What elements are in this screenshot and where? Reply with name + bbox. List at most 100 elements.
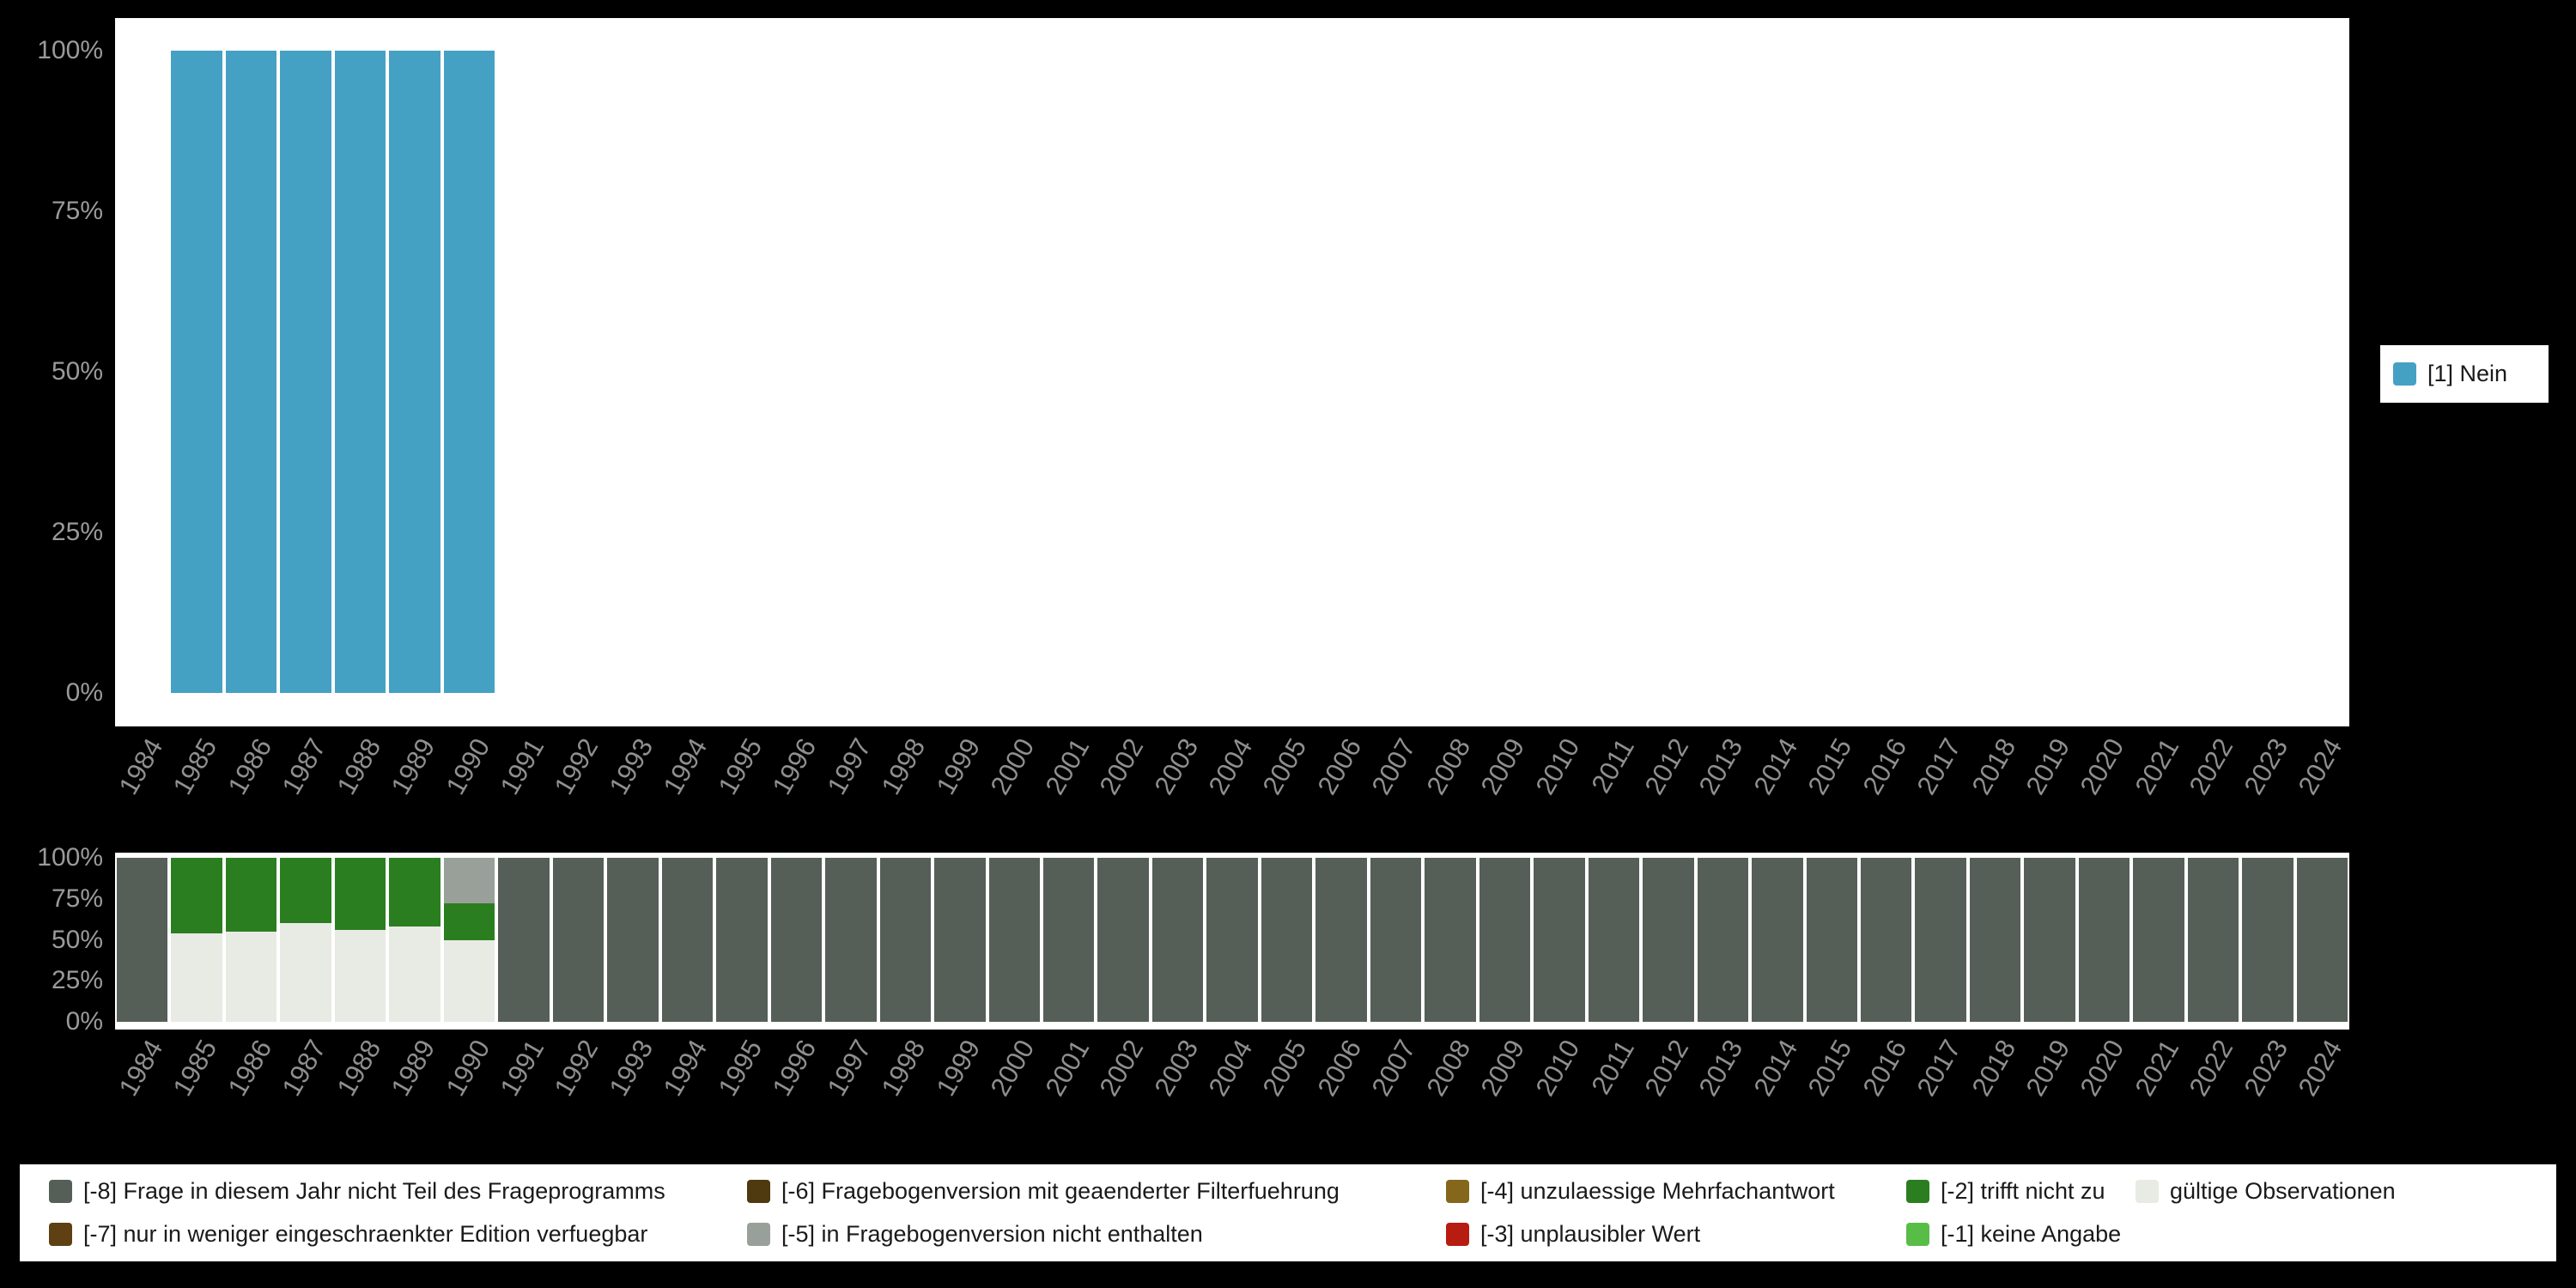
bar-segment (171, 933, 222, 1022)
bar-segment (716, 858, 768, 1022)
bar-segment (1969, 858, 2021, 1022)
y-axis-tick-label: 25% (51, 966, 103, 995)
bar-segment (225, 51, 277, 693)
bar-1998 (879, 858, 932, 1022)
swatch-minus4-icon (1446, 1179, 1469, 1203)
legend-item-minus7: [-7] nur in weniger eingeschraenkter Edi… (49, 1221, 747, 1248)
x-axis-label: 2011 (1584, 1035, 1640, 1100)
bar-segment (334, 858, 386, 931)
x-axis-label: 1993 (603, 1035, 659, 1102)
x-axis-label: 2023 (2238, 1035, 2294, 1102)
x-axis-label: 1994 (657, 1035, 714, 1102)
bar-segment (389, 858, 440, 927)
bar-segment (1042, 858, 1095, 1022)
bar-segment (1861, 858, 1912, 1022)
swatch-valid-icon (2136, 1179, 2159, 1203)
bar-segment (607, 858, 659, 1022)
bar-2015 (1806, 858, 1857, 1022)
x-axis-label: 2022 (2183, 1035, 2239, 1102)
bar-2012 (1643, 858, 1694, 1022)
swatch-minus5-icon (747, 1223, 770, 1247)
bar-segment (552, 858, 605, 1022)
bar-segment (389, 51, 440, 693)
legend-item-minus3: [-3] unplausibler Wert (1446, 1221, 1906, 1248)
bar-segment (280, 858, 331, 924)
x-axis-label: 1988 (331, 1035, 386, 1102)
legend-label: [-8] Frage in diesem Jahr nicht Teil des… (83, 1177, 665, 1204)
bar-segment (443, 903, 495, 940)
legend-label: [-1] keine Angabe (1941, 1221, 2122, 1248)
bar-2010 (1534, 858, 1585, 1022)
bar-segment (225, 931, 277, 1022)
bar-segment (1315, 858, 1367, 1022)
swatch-minus1-icon (1906, 1223, 1929, 1247)
bar-segment (1151, 858, 1204, 1022)
y-axis-tick-label: 0% (65, 678, 103, 707)
bar-2013 (1697, 858, 1749, 1022)
swatch-minus8-icon (49, 1179, 72, 1203)
bar-segment (171, 858, 222, 933)
bar-2021 (2133, 858, 2184, 1022)
bar-segment (443, 51, 495, 693)
bar-segment (879, 858, 932, 1022)
bar-1994 (661, 858, 714, 1022)
bar-2016 (1861, 858, 1912, 1022)
x-axis-label: 1998 (875, 1035, 932, 1102)
bar-2018 (1969, 858, 2021, 1022)
y-axis-tick-label: 100% (37, 843, 103, 872)
bar-2005 (1261, 858, 1313, 1022)
bar-segment (117, 858, 168, 1022)
x-axis-label: 2000 (984, 1035, 1041, 1102)
plot-area (115, 853, 2349, 1030)
x-axis-label: 2014 (1747, 1035, 1803, 1102)
swatch-minus6-icon (747, 1179, 770, 1203)
bar-segment (661, 858, 714, 1022)
bar-segment (1261, 858, 1313, 1022)
bar-segment (280, 923, 331, 1022)
bar-2004 (1206, 858, 1258, 1022)
x-axis-label: 2010 (1529, 1035, 1586, 1102)
bar-2023 (2242, 858, 2293, 1022)
x-axis-label: 2021 (2129, 1035, 2185, 1102)
bar-1987 (280, 51, 331, 693)
bar-2000 (988, 858, 1040, 1022)
bar-segment (825, 858, 877, 1022)
x-axis-label: 1995 (712, 1035, 769, 1102)
x-axis-label: 1997 (821, 1035, 878, 1102)
bar-1990 (443, 51, 495, 693)
x-axis-label: 1992 (548, 1035, 605, 1102)
legend-label-nein: [1] Nein (2427, 361, 2508, 386)
bar-segment (934, 858, 986, 1022)
x-axis-label: 2018 (1965, 1035, 2021, 1102)
bar-segment (2078, 858, 2130, 1022)
x-axis-label: 2012 (1638, 1035, 1695, 1102)
legend-item-minus8: [-8] Frage in diesem Jahr nicht Teil des… (49, 1178, 747, 1205)
y-axis-tick-label: 75% (51, 197, 103, 225)
bar-segment (334, 930, 386, 1022)
x-axis-label: 2013 (1692, 1035, 1749, 1102)
bar-2003 (1151, 858, 1204, 1022)
bar-1989 (389, 858, 440, 1022)
bar-2006 (1315, 858, 1367, 1022)
legend-item-valid: gültige Observationen (2136, 1178, 2539, 1205)
bar-segment (225, 858, 277, 932)
x-axis-label: 2019 (2020, 1035, 2076, 1102)
legend-item-minus2: [-2] trifft nicht zu (1906, 1178, 2136, 1205)
bar-segment (1097, 858, 1149, 1022)
bar-segment (498, 858, 550, 1022)
bar-segment (1915, 858, 1966, 1022)
x-axis-label: 2017 (1911, 1035, 1967, 1102)
bar-1989 (389, 51, 440, 693)
bar-segment (1643, 858, 1694, 1022)
legend-label: [-7] nur in weniger eingeschraenkter Edi… (83, 1221, 648, 1248)
x-axis-label: 2005 (1256, 1035, 1313, 1102)
missing-values-legend: [-8] Frage in diesem Jahr nicht Teil des… (20, 1164, 2556, 1261)
x-axis-label: 1996 (766, 1035, 823, 1102)
bar-segment (171, 51, 222, 693)
x-axis-label: 1990 (440, 1035, 495, 1102)
y-axis-tick-label: 75% (51, 884, 103, 913)
bar-1993 (607, 858, 659, 1022)
